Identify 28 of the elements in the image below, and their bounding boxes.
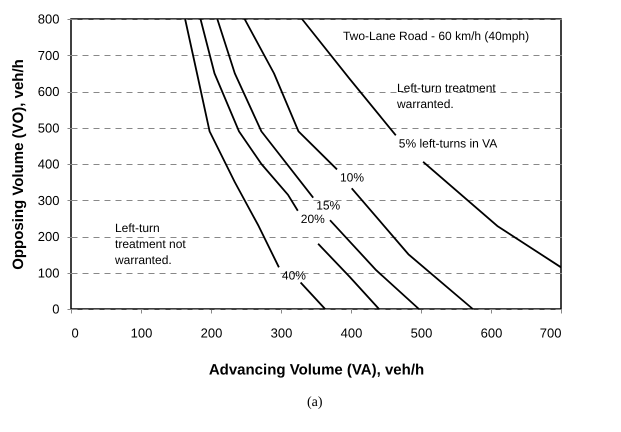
y-tick-label: 800: [38, 12, 60, 26]
y-tick-label: 300: [38, 192, 60, 208]
y-axis-title: Opposing Volume (VO), veh/h: [10, 59, 27, 270]
y-tick-label: 200: [38, 229, 60, 244]
y-tick-label: 700: [38, 48, 60, 63]
x-tick-label: 400: [340, 326, 362, 340]
annotation: 20%: [300, 212, 326, 226]
y-tick-label: 500: [38, 120, 60, 136]
annotation: 40%: [282, 268, 306, 282]
x-tick-label: 100: [130, 326, 152, 340]
x-tick-label: 0: [72, 326, 79, 340]
x-tick-label: 300: [270, 326, 292, 340]
text: (a): [307, 395, 323, 410]
annotation: Two-Lane Road - 60 km/h (40mph): [343, 29, 530, 43]
x-tick-label: 200: [200, 326, 222, 340]
y-tick-label: 400: [38, 156, 60, 172]
annotation: Left-turn treatment warranted.: [396, 81, 496, 111]
x-axis-title: Advancing Volume (VA), veh/h: [208, 362, 424, 378]
annotation: 15%: [316, 198, 341, 213]
x-tick-label: 700: [540, 326, 562, 340]
y-tick-label: 100: [38, 265, 60, 280]
x-tick-label: 600: [480, 326, 502, 340]
annotation: 10%: [340, 170, 364, 184]
y-tick-label: 0: [52, 302, 60, 316]
annotation: Left-turn treatment not warranted.: [114, 221, 186, 267]
x-tick-label: 500: [410, 326, 432, 340]
y-tick-label: 600: [38, 84, 60, 99]
annotation: 5% left-turns in VA: [398, 136, 498, 150]
